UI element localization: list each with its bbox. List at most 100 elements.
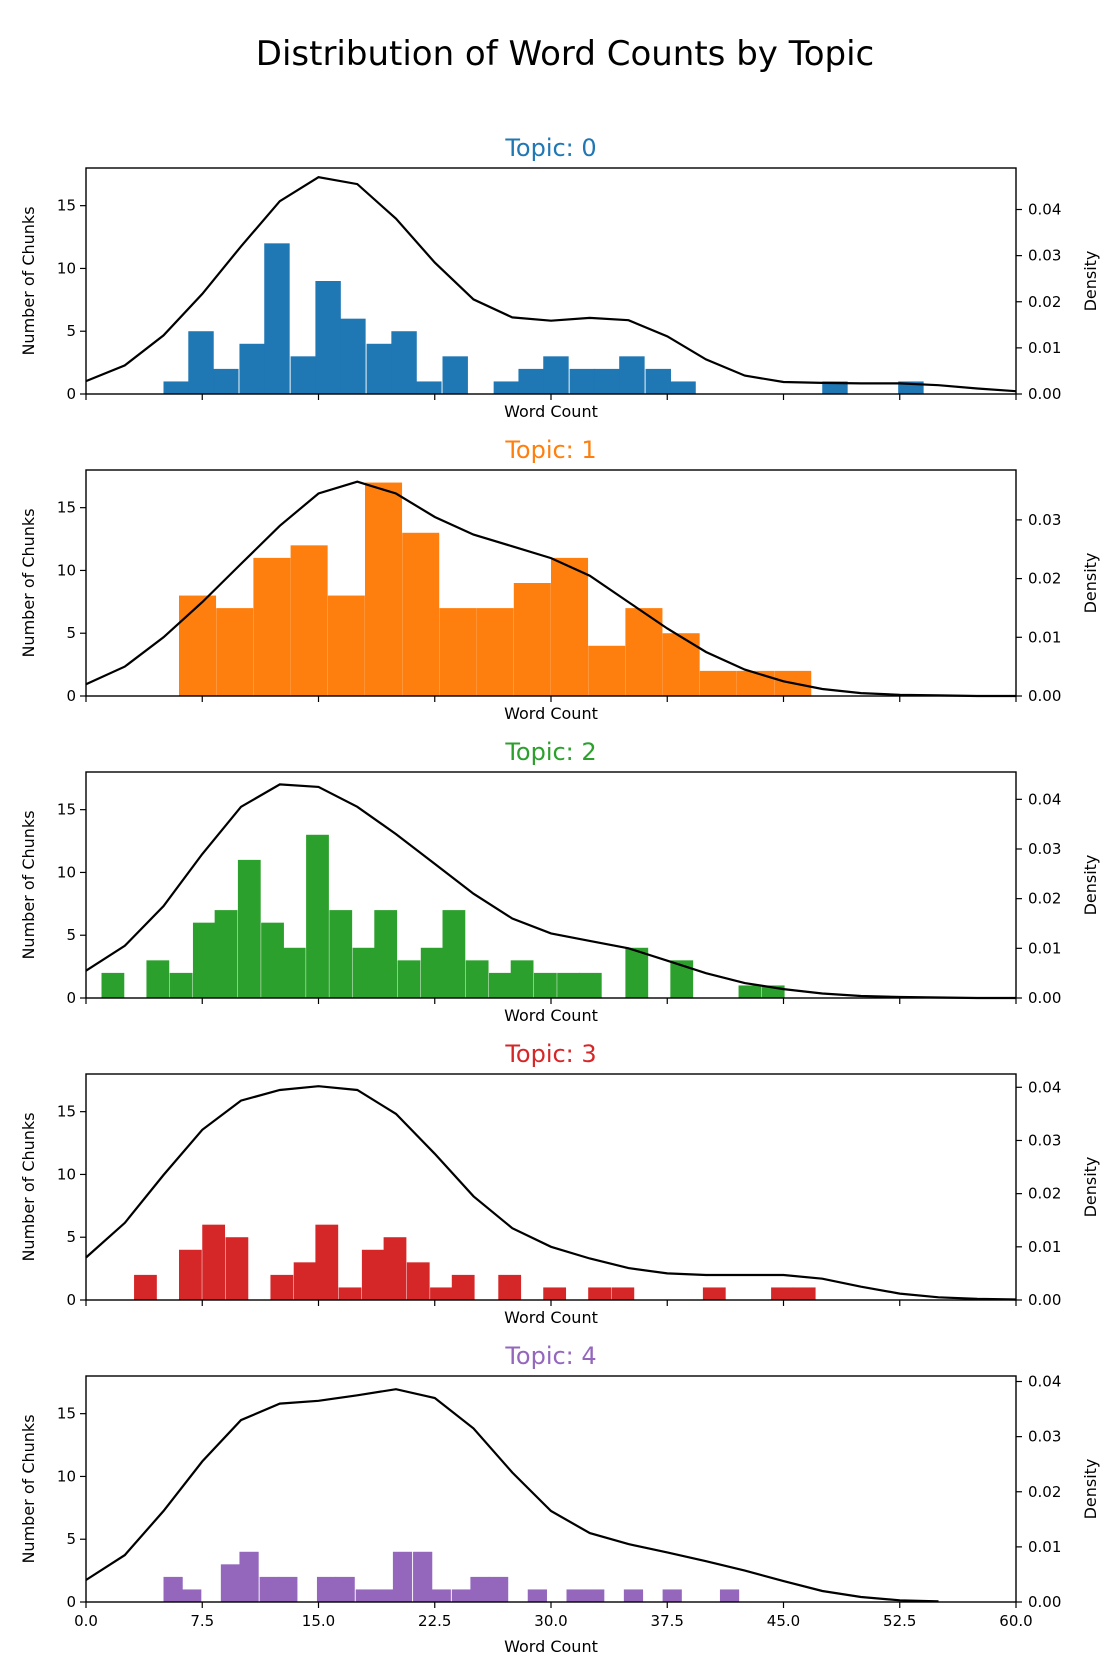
y-tick-label: 15 — [57, 1103, 76, 1121]
y2-tick-label: 0.00 — [1028, 989, 1061, 1007]
histogram-bar — [670, 381, 696, 394]
histogram-bar — [315, 1224, 339, 1300]
histogram-bar — [470, 1576, 490, 1602]
y2-tick-label: 0.00 — [1028, 687, 1061, 705]
histogram-bar — [306, 834, 329, 998]
histogram-bar — [557, 972, 580, 998]
y2-tick-label: 0.04 — [1028, 1373, 1061, 1391]
histogram-bar — [259, 1576, 279, 1602]
y2-tick-label: 0.04 — [1028, 201, 1061, 219]
histogram-bar — [214, 910, 238, 998]
y2-axis-label: Density — [1081, 1157, 1100, 1218]
histogram-bar — [101, 972, 125, 998]
y2-tick-label: 0.02 — [1028, 1483, 1061, 1501]
histogram-bar — [220, 1564, 241, 1602]
histogram-bar — [355, 1589, 375, 1602]
histogram-bar — [442, 356, 468, 394]
y-tick-label: 15 — [57, 499, 76, 517]
y2-tick-label: 0.02 — [1028, 570, 1061, 588]
x-tick-label: 52.5 — [883, 1612, 916, 1630]
histogram-bar — [416, 381, 442, 394]
histogram-bar — [513, 583, 551, 696]
x-tick-label: 15.0 — [302, 1612, 335, 1630]
histogram-bar — [527, 1589, 547, 1602]
subplot-title: Topic: 3 — [504, 1040, 596, 1068]
y2-tick-label: 0.04 — [1028, 1078, 1061, 1096]
histogram-bar — [282, 947, 306, 998]
y2-tick-label: 0.01 — [1028, 1238, 1061, 1256]
y-axis-label: Number of Chunks — [19, 508, 38, 657]
histogram-bar — [192, 922, 216, 998]
histogram-bar — [213, 368, 239, 394]
histogram-bar — [699, 670, 737, 696]
subplot-title: Topic: 2 — [504, 738, 596, 766]
histogram-bar — [420, 947, 444, 998]
histogram-bar — [771, 1287, 794, 1300]
histogram-bar — [489, 1576, 509, 1602]
histogram-bar — [338, 1287, 362, 1300]
histogram-bar — [352, 947, 376, 998]
x-tick-label: 0.0 — [74, 1612, 98, 1630]
x-tick-label: 7.5 — [190, 1612, 214, 1630]
histogram-bar — [290, 545, 328, 696]
y-tick-label: 10 — [57, 863, 76, 881]
histogram-bar — [169, 972, 193, 998]
histogram-bar — [365, 482, 403, 696]
y-tick-label: 10 — [57, 1165, 76, 1183]
histogram-bar — [374, 1589, 394, 1602]
histogram-bar — [719, 1589, 740, 1602]
histogram-bar — [476, 608, 514, 696]
y-axis-label: Number of Chunks — [19, 1112, 38, 1261]
x-tick-label: 22.5 — [418, 1612, 451, 1630]
y2-tick-label: 0.01 — [1028, 339, 1061, 357]
histogram-bar — [182, 1589, 202, 1602]
histogram-bar — [413, 1551, 433, 1602]
histogram-bar — [392, 1551, 413, 1602]
subplot-topic-1: Topic: 1 0 5 10 15 0.00 0.01 0.02 0.03 Word Count… — [19, 436, 1100, 723]
histogram-bars — [163, 1551, 740, 1602]
histogram-bar — [179, 595, 217, 696]
y-tick-label: 5 — [66, 624, 76, 642]
y2-tick-label: 0.02 — [1028, 1185, 1061, 1203]
y-tick-label: 0 — [66, 989, 76, 1007]
histogram-bar — [625, 947, 649, 998]
y-tick-label: 15 — [57, 801, 76, 819]
histogram-bar — [585, 1589, 605, 1602]
histogram-bar — [451, 1589, 472, 1602]
y2-axis-label: Density — [1081, 553, 1100, 614]
figure-title: Distribution of Word Counts by Topic — [256, 34, 874, 74]
y-axis-label: Number of Chunks — [19, 810, 38, 959]
y-tick-label: 10 — [57, 259, 76, 277]
histogram-bar — [253, 557, 291, 696]
y2-tick-label: 0.03 — [1028, 1131, 1061, 1149]
density-curve — [85, 1085, 1017, 1301]
histogram-bar — [510, 960, 534, 998]
histogram-bar — [543, 1287, 567, 1300]
density-curve — [85, 1388, 939, 1603]
histogram-bar — [216, 608, 254, 696]
histogram-bar — [402, 532, 440, 696]
histogram-bars — [134, 1224, 816, 1300]
histogram-bar — [239, 343, 265, 394]
histogram-bar — [383, 1237, 407, 1300]
density-curve — [85, 176, 1017, 393]
y-tick-label: 10 — [57, 1467, 76, 1485]
histogram-bar — [662, 1589, 682, 1602]
histogram-bar — [662, 633, 700, 696]
y-tick-label: 0 — [66, 1593, 76, 1611]
y-axis-label: Number of Chunks — [19, 206, 38, 355]
histogram-bar — [290, 356, 317, 394]
histogram-bar — [498, 1274, 522, 1300]
x-axis-label: Word Count — [504, 1308, 598, 1327]
y2-tick-label: 0.03 — [1028, 840, 1061, 858]
histogram-bar — [611, 1287, 635, 1300]
x-tick-label: 37.5 — [651, 1612, 684, 1630]
histogram-bar — [737, 670, 775, 696]
histogram-bar — [645, 368, 671, 394]
y2-tick-label: 0.02 — [1028, 293, 1061, 311]
histogram-bar — [270, 1274, 294, 1300]
histogram-bar — [134, 1274, 157, 1300]
histogram-bar — [543, 356, 569, 394]
histogram-bar — [594, 368, 620, 394]
